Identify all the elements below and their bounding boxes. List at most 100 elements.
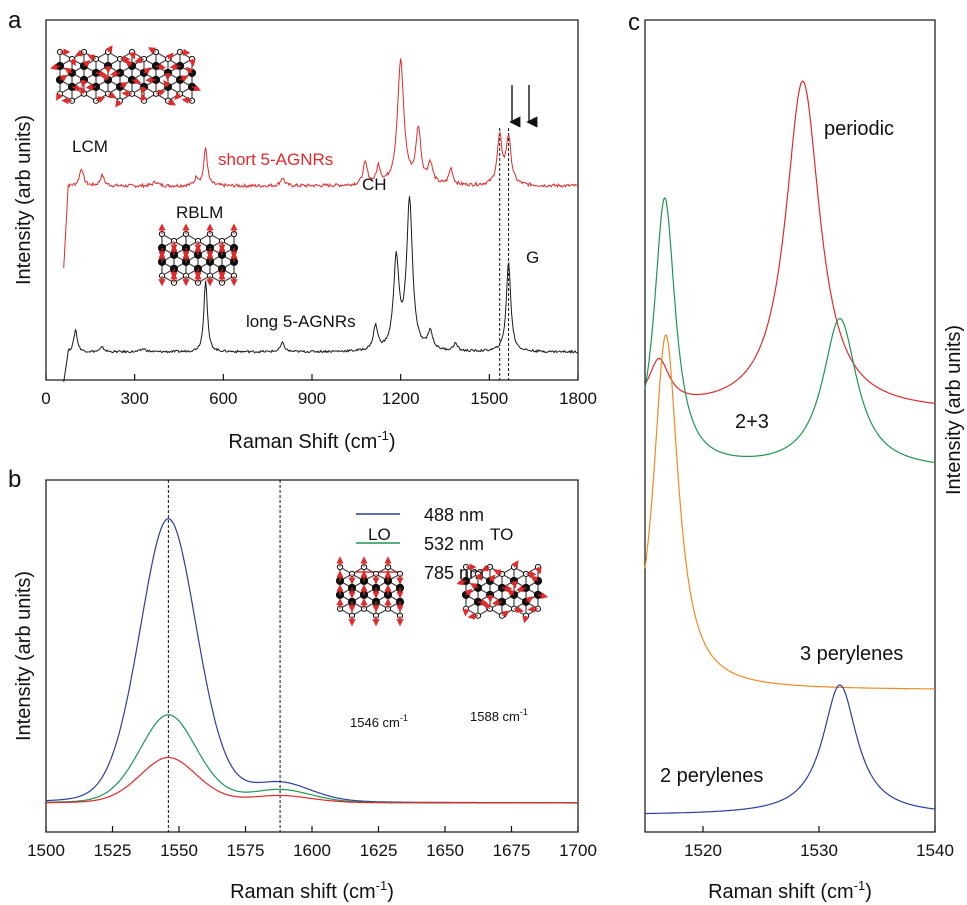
- displacement-arrow: [87, 54, 97, 62]
- displacement-arrow: [140, 86, 148, 95]
- displacement-arrow: [491, 598, 503, 606]
- series-line-2+3: [644, 197, 936, 464]
- x-tick-label: 1550: [160, 841, 198, 860]
- label-to: TO: [490, 525, 513, 544]
- displacement-arrow: [501, 584, 513, 592]
- displacement-arrow: [102, 73, 110, 82]
- displacement-arrow: [147, 47, 157, 55]
- displacement-arrow: [179, 75, 189, 83]
- x-tick-label: 1520: [684, 841, 722, 860]
- x-tick-label: 300: [120, 389, 148, 408]
- x-tick-label: 1500: [470, 389, 508, 408]
- label-ch: CH: [362, 175, 387, 194]
- label-3-perylenes: 3 perylenes: [800, 643, 903, 665]
- series-line-2-perylenes: [645, 684, 935, 815]
- x-tick-label: 1500: [27, 841, 65, 860]
- x-tick-label: 1675: [493, 841, 531, 860]
- label-lo: LO: [368, 525, 391, 544]
- molecule-schematic-a-short: [50, 45, 202, 108]
- panel-c-letter: c: [628, 9, 640, 36]
- displacement-arrow: [134, 56, 145, 64]
- displacement-arrow: [125, 60, 133, 68]
- displacement-arrow: [140, 93, 148, 102]
- molecule-schematic-a-long: [157, 223, 239, 287]
- displacement-arrow: [475, 573, 482, 582]
- displacement-arrow: [501, 610, 510, 618]
- displacement-arrow: [119, 82, 129, 89]
- legend-label: 488 nm: [424, 505, 484, 525]
- displacement-arrow: [80, 79, 88, 88]
- x-tick-label: 0: [41, 389, 50, 408]
- panel-a-x-ticks: 0 300 600 900 1200 1500 1800: [41, 374, 597, 408]
- series-line-long-5-AGNRs: [63, 196, 578, 383]
- displacement-arrow: [105, 45, 113, 54]
- displacement-arrow: [477, 598, 489, 606]
- label-lo-wavenumber: 1546 cm-1: [350, 713, 408, 730]
- displacement-arrow: [469, 583, 479, 590]
- displacement-arrow: [115, 99, 123, 108]
- x-tick-label: 1540: [916, 841, 954, 860]
- displacement-arrow: [493, 569, 503, 577]
- displacement-arrow: [464, 588, 473, 597]
- displacement-arrow: [128, 51, 136, 60]
- displacement-arrow: [169, 62, 181, 70]
- panel-b-y-title: Intensity (arb units): [13, 571, 35, 741]
- legend-label: 532 nm: [424, 534, 484, 554]
- panel-c: c 1520 1530 1540 periodic 2+3 3 perylenes …: [628, 9, 965, 903]
- displacement-arrow: [191, 84, 202, 92]
- displacement-arrow: [181, 96, 193, 104]
- displacement-arrow: [69, 58, 76, 67]
- panel-c-x-ticks: 1520 1530 1540: [684, 826, 954, 860]
- displacement-arrow: [166, 52, 174, 61]
- displacement-arrow: [167, 98, 177, 106]
- displacement-arrow: [188, 58, 196, 67]
- displacement-arrow: [85, 83, 97, 91]
- displacement-arrow: [59, 74, 68, 82]
- panel-b-dashed-lines: [167, 480, 281, 832]
- displacement-arrow: [109, 69, 121, 78]
- displacement-arrow: [507, 589, 515, 597]
- panel-b-x-ticks: 1500 1525 1550 1575 1600 1625 1650 1675 1700: [27, 826, 597, 860]
- displacement-arrow: [155, 63, 167, 71]
- x-tick-label: 1530: [800, 841, 838, 860]
- displacement-arrow: [179, 48, 191, 56]
- displacement-arrow: [174, 92, 182, 101]
- label-2-perylenes: 2 perylenes: [660, 765, 763, 787]
- series-line-periodic: [644, 80, 936, 404]
- label-periodic: periodic: [824, 118, 894, 140]
- panel-b-x-title: Raman shift (cm-1): [230, 878, 394, 903]
- label-long-5-agnrs: long 5-AGNRs: [246, 312, 356, 331]
- displacement-arrow: [534, 566, 542, 575]
- label-short-5-agnrs: short 5-AGNRs: [218, 150, 333, 169]
- panel-b: b 1500 1525 1550 1575 1600 1625 1650 1675 1700 4…: [8, 466, 597, 903]
- displacement-arrow: [456, 578, 467, 586]
- panel-c-x-title: Raman shift (cm-1): [708, 878, 872, 903]
- displacement-arrow: [131, 77, 142, 85]
- displacement-arrow: [537, 591, 549, 600]
- displacement-arrow: [95, 96, 106, 104]
- label-2-plus-3: 2+3: [735, 411, 769, 433]
- displacement-arrow: [163, 79, 171, 88]
- displacement-arrow: [516, 585, 527, 593]
- panel-a-dashed-lines: [499, 128, 510, 380]
- label-rblm: RBLM: [176, 203, 223, 222]
- x-tick-label: 1800: [559, 389, 597, 408]
- x-tick-label: 600: [209, 389, 237, 408]
- panel-a-x-title: Raman Shift (cm-1): [228, 428, 395, 453]
- panel-a-letter: a: [8, 7, 22, 34]
- x-tick-label: 900: [298, 389, 326, 408]
- series-line-3-perylenes: [644, 334, 935, 690]
- displacement-arrow: [82, 59, 91, 68]
- panel-a-series: [63, 58, 579, 383]
- x-tick-label: 1700: [559, 841, 597, 860]
- displacement-arrow: [530, 575, 539, 583]
- displacement-arrow: [522, 615, 530, 624]
- series-line-532-nm: [46, 714, 578, 804]
- panel-c-y-title: Intensity (arb units): [943, 325, 965, 495]
- series-line-short-5-AGNRs: [63, 58, 579, 269]
- panel-c-series: [644, 80, 936, 815]
- displacement-arrow: [527, 605, 539, 613]
- displacement-arrow: [143, 67, 152, 75]
- panel-a-y-title: Intensity (arb units): [13, 115, 35, 285]
